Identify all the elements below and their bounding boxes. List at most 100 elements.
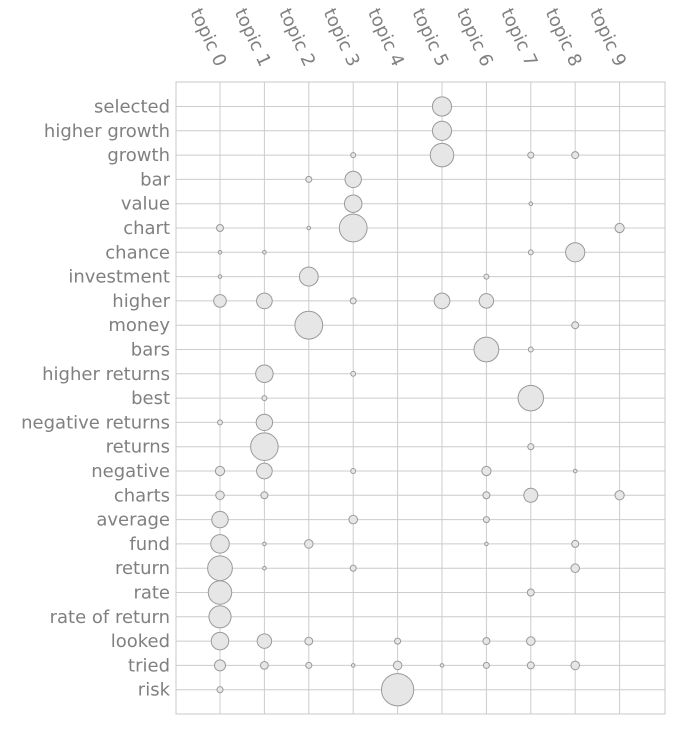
bubble-higher-topic-0: [213, 294, 227, 308]
bubble-fund-topic-1: [262, 541, 267, 547]
bubble-fund-topic-0: [210, 534, 230, 554]
bubble-growth-topic-3: [350, 152, 357, 159]
bubble-chart-topic-0: [216, 224, 224, 232]
y-tick-label: returns: [106, 437, 170, 458]
bubble-higher-returns-topic-1: [255, 364, 274, 384]
bubble-return-topic-0: [207, 555, 233, 582]
bubble-average-topic-6: [482, 516, 490, 524]
bubble-fund-topic-8: [571, 539, 580, 548]
x-tick-label: topic 3: [319, 5, 364, 70]
bubble-risk-topic-0: [216, 686, 224, 694]
bubble-returns-topic-1: [250, 432, 279, 461]
bubble-higher-topic-3: [349, 297, 357, 305]
bubble-fund-topic-2: [304, 539, 314, 549]
bubble-negative-topic-3: [350, 468, 357, 474]
grid: [176, 82, 665, 714]
bubble-higher-topic-5: [433, 292, 451, 310]
y-tick-label: return: [115, 558, 170, 579]
bubble-tried-topic-1: [259, 660, 269, 670]
bubble-higher-growth-topic-5: [431, 120, 453, 141]
bubble-growth-topic-7: [527, 151, 535, 159]
bubble-bar-topic-2: [305, 175, 313, 183]
bubble-charts-topic-1: [260, 491, 269, 500]
bubble-negative-topic-1: [256, 462, 273, 480]
bubble-bars-topic-7: [527, 346, 534, 353]
bubble-rate-of-return-topic-0: [208, 605, 232, 629]
bubble-looked-topic-0: [210, 631, 230, 651]
bubble-money-topic-2: [294, 310, 324, 340]
y-tick-label: money: [108, 315, 170, 336]
plot-frame: [175, 81, 666, 715]
bubble-charts-topic-7: [523, 487, 539, 503]
bubble-chart-topic-2: [306, 225, 312, 231]
y-tick-label: average: [96, 510, 170, 531]
bubble-charts-topic-0: [215, 490, 225, 501]
bubble-looked-topic-1: [256, 633, 273, 649]
bubble-negative-topic-6: [481, 465, 492, 477]
bubble-tried-topic-2: [305, 661, 313, 669]
bubble-best-topic-1: [261, 395, 268, 402]
y-tick-label: tried: [128, 655, 170, 676]
bubble-looked-topic-4: [394, 637, 402, 645]
x-tick-label: topic 1: [230, 5, 275, 70]
y-tick-label: bars: [131, 340, 170, 361]
bubble-chance-topic-7: [527, 249, 534, 256]
bubble-risk-topic-4: [380, 673, 415, 707]
x-tick-label: topic 0: [185, 5, 230, 70]
bubble-chance-topic-0: [217, 250, 223, 255]
bubble-negative-returns-topic-1: [255, 413, 274, 432]
bubble-tried-topic-7: [526, 661, 535, 670]
bubble-value-topic-7: [528, 201, 534, 206]
y-tick-label: chance: [105, 242, 170, 263]
bubble-negative-topic-0: [214, 465, 226, 477]
y-tick-label: risk: [138, 680, 171, 701]
bubble-higher-returns-topic-3: [350, 370, 357, 377]
bubble-tried-topic-3: [350, 663, 356, 668]
y-tick-label: rate: [133, 583, 170, 604]
x-tick-label: topic 7: [496, 5, 541, 70]
y-tick-label: best: [131, 388, 170, 409]
bubble-chance-topic-1: [262, 250, 267, 255]
y-tick-label: negative returns: [21, 412, 170, 433]
bubble-tried-topic-6: [482, 661, 490, 669]
y-tick-label: selected: [94, 97, 170, 118]
bubble-tried-topic-4: [392, 660, 403, 671]
x-tick-label: topic 2: [274, 5, 319, 70]
bubbles: [207, 96, 625, 707]
y-tick-label: chart: [123, 218, 170, 239]
y-tick-labels: selected higher growth growth bar value chart…: [21, 97, 170, 701]
bubble-looked-topic-2: [304, 636, 314, 646]
bubble-chart-topic-9: [614, 222, 625, 234]
y-tick-label: charts: [114, 485, 170, 506]
bubble-returns-topic-7: [527, 443, 535, 451]
bubble-best-topic-7: [517, 384, 545, 412]
x-tick-label: topic 5: [407, 5, 452, 70]
y-tick-label: negative: [91, 461, 170, 482]
bubble-tried-topic-8: [570, 660, 580, 671]
bubble-rate-topic-0: [207, 580, 233, 605]
bubble-negative-topic-8: [572, 468, 578, 474]
bubble-bars-topic-6: [473, 336, 500, 363]
y-tick-label: higher returns: [42, 364, 170, 385]
bubble-tried-topic-5: [439, 663, 445, 668]
bubble-selected-topic-5: [431, 96, 453, 117]
x-tick-label: topic 8: [541, 5, 586, 70]
bubble-investment-topic-6: [483, 273, 490, 280]
x-tick-labels: topic 0 topic 1 topic 2 topic 3 topic 4 topic…: [185, 5, 630, 70]
y-tick-label: value: [121, 194, 170, 215]
bubble-money-topic-8: [571, 321, 580, 330]
bubble-higher-topic-6: [478, 293, 495, 309]
bubble-return-topic-1: [262, 565, 267, 571]
y-tick-label: looked: [111, 631, 170, 652]
bubble-investment-topic-2: [298, 266, 319, 287]
bubble-growth-topic-5: [429, 142, 455, 168]
bubble-tried-topic-0: [213, 659, 227, 672]
y-tick-label: investment: [68, 267, 170, 288]
bubble-higher-topic-1: [256, 292, 273, 310]
bubble-investment-topic-0: [217, 274, 223, 279]
x-tick-label: topic 9: [585, 5, 630, 70]
bubble-return-topic-8: [570, 563, 580, 573]
bubble-value-topic-3: [343, 194, 363, 213]
